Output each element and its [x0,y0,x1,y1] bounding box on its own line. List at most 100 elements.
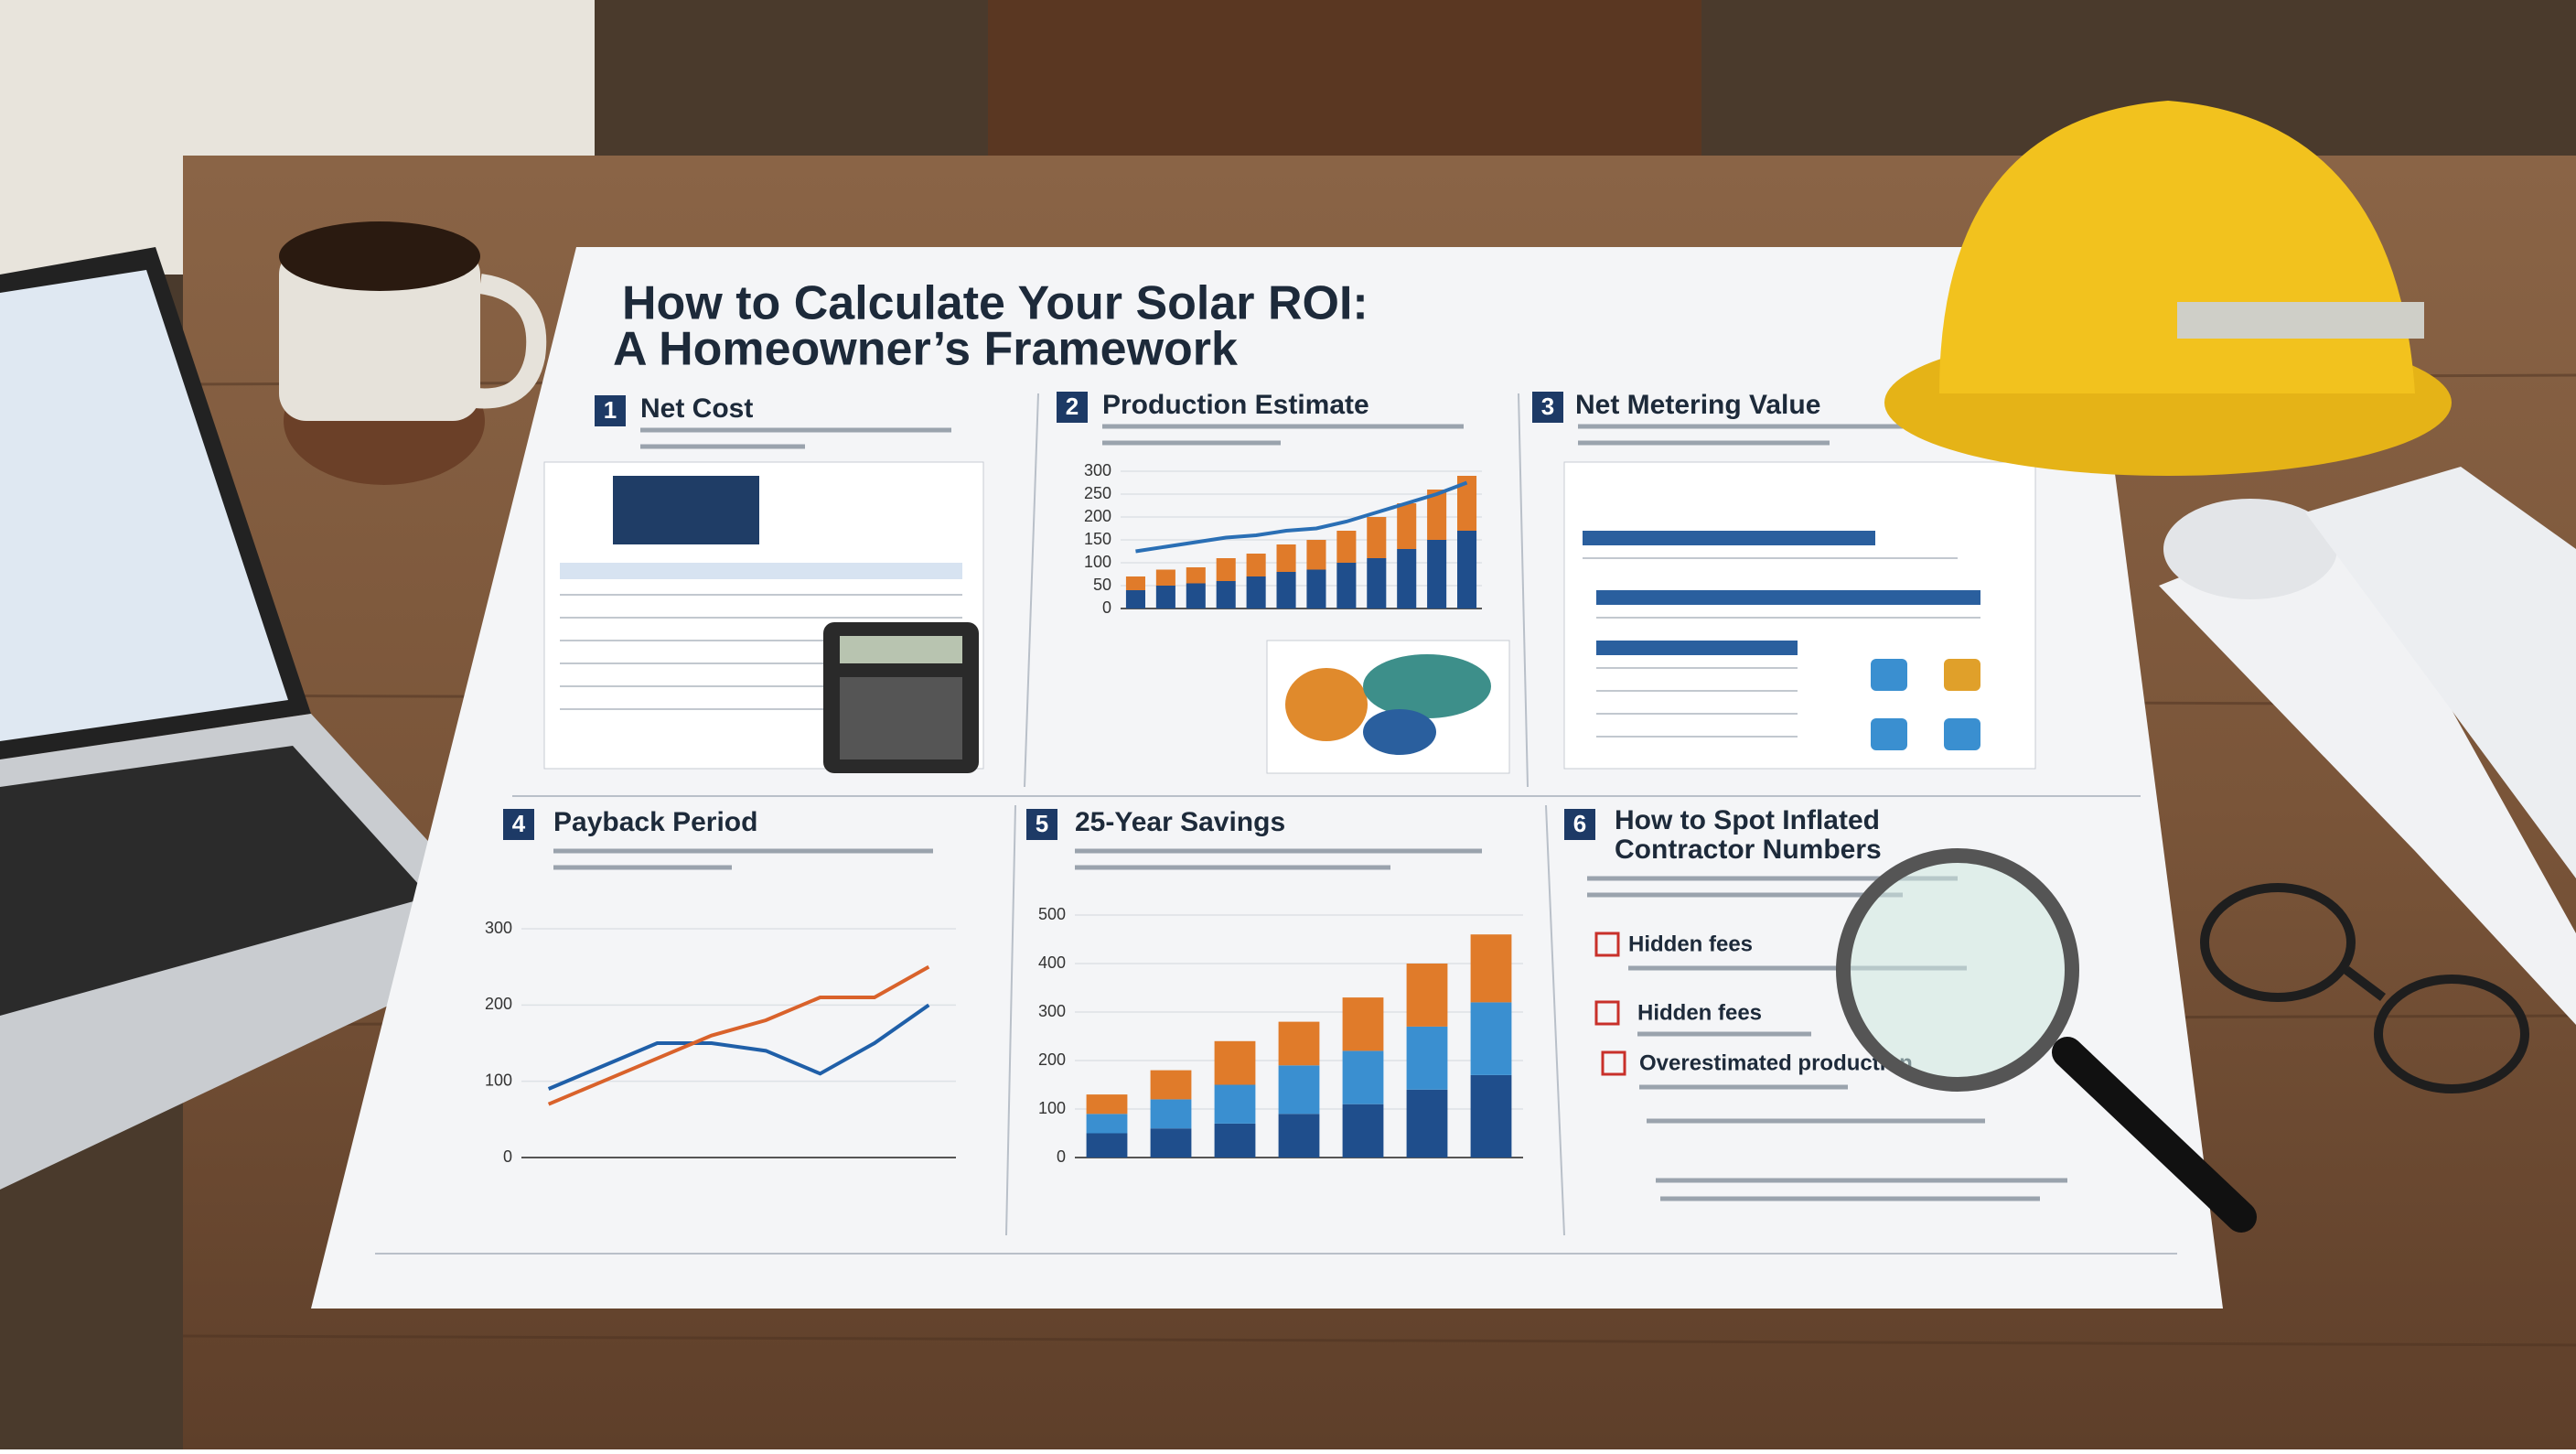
y-tick-label: 0 [1102,598,1111,617]
panel-number: 6 [1573,810,1586,837]
bar-segment [1306,569,1326,609]
panel-number: 2 [1066,393,1079,420]
bar-segment [1397,549,1417,609]
bar-segment [1125,576,1145,590]
line-series [547,964,930,1106]
bar-segment [1342,997,1384,1051]
y-tick-label: 500 [1038,905,1066,923]
hard-hat [1884,101,2452,476]
bar-segment [1086,1094,1128,1115]
bar-segment [1086,1133,1128,1158]
world-map [1266,640,1510,774]
bar-segment [1216,581,1236,609]
bar-segment [1342,1104,1384,1158]
cost-table [543,461,984,770]
y-tick-label: 200 [485,995,512,1013]
checklist: Hidden fees Hidden fees Overestimated pr… [1594,932,2067,1201]
bar-segment [1150,1099,1192,1129]
laptop [0,247,521,1190]
badge [1026,809,1057,840]
title: A Homeowner’s Framework [613,323,1238,376]
bar-segment [1470,1002,1512,1075]
y-tick-label: 300 [485,919,512,937]
y-tick-label: 300 [1038,1002,1066,1020]
metering-table [1563,461,2036,770]
bar-segment [1427,540,1447,609]
y-tick-label: 200 [1084,507,1111,525]
bar-segment [1342,1050,1384,1104]
bar-segment [1367,517,1387,558]
bar-segment [1155,569,1175,586]
bar-segment [1336,531,1357,563]
badge [1057,392,1088,423]
bar-segment [1086,1114,1128,1134]
body-text [553,424,1958,898]
bar-segment [1367,558,1387,609]
panel-number: 1 [604,396,617,424]
coffee-mug [279,221,547,485]
checklist-item: Overestimated production [1639,1050,1913,1075]
badge [1532,392,1563,423]
calculator [823,622,979,773]
panel-heading: Net Cost [640,393,753,424]
chair [988,0,1701,165]
panel-number: 3 [1541,393,1554,420]
y-tick-label: 0 [503,1147,512,1166]
panel-number: 4 [512,810,526,837]
panel-heading: Production Estimate [1102,390,1369,420]
bar-segment [1246,554,1266,576]
bar-segment [1155,586,1175,609]
bar-segment [1397,503,1417,549]
panel-number: 5 [1036,810,1048,837]
bar-segment [1457,476,1477,531]
bar-segment [1150,1128,1192,1158]
y-tick-label: 300 [1084,461,1111,479]
bar-segment [1306,540,1326,570]
bar-segment [1406,1026,1448,1090]
bar-segment [1427,490,1447,540]
magnifier [1836,848,2257,1233]
bar-segment [1470,1074,1512,1158]
y-tick-label: 100 [1038,1099,1066,1117]
panel-heading: Payback Period [553,807,757,837]
panel-heading: Contractor Numbers [1615,835,1882,865]
panel-dividers [375,393,2177,1255]
line-series [1135,480,1468,554]
badge [1564,809,1595,840]
y-tick-label: 100 [485,1071,512,1089]
badge [503,809,534,840]
bar-segment [1186,583,1206,609]
bar-segment [1150,1070,1192,1100]
bar-segment [1406,1089,1448,1158]
panel-heading: 25-Year Savings [1075,807,1285,837]
bar-segment [1278,1114,1320,1158]
bar-segment [1214,1123,1256,1158]
bar-segment [1125,590,1145,609]
y-tick-label: 250 [1084,484,1111,502]
charts: 0 50 100 150 200 250 300 0 100 200 300 0 100 200 300 40… [485,461,1523,1166]
title: How to Calculate Your Solar ROI: [622,277,1368,330]
glasses [2200,883,2529,1093]
bar-segment [1336,563,1357,609]
bar-segment [1246,576,1266,609]
panel-heading: Net Metering Value [1575,390,1820,420]
bar-segment [1216,558,1236,581]
y-tick-label: 200 [1038,1050,1066,1069]
y-tick-label: 0 [1057,1147,1066,1166]
bar-segment [1276,572,1296,609]
panel-heading: How to Spot Inflated [1615,805,1880,835]
line-series [547,1003,930,1091]
badge [595,395,626,426]
checklist-item: Hidden fees [1637,1000,1762,1025]
bar-segment [1214,1040,1256,1085]
bar-segment [1278,1065,1320,1115]
bar-segment [1457,531,1477,609]
y-tick-label: 150 [1084,530,1111,548]
y-tick-label: 100 [1084,553,1111,571]
blueprint-rolls [2159,467,2576,1025]
checklist-item: Hidden fees [1628,932,1753,956]
y-tick-label: 400 [1038,953,1066,972]
bar-segment [1186,567,1206,584]
bar-segment [1276,544,1296,572]
